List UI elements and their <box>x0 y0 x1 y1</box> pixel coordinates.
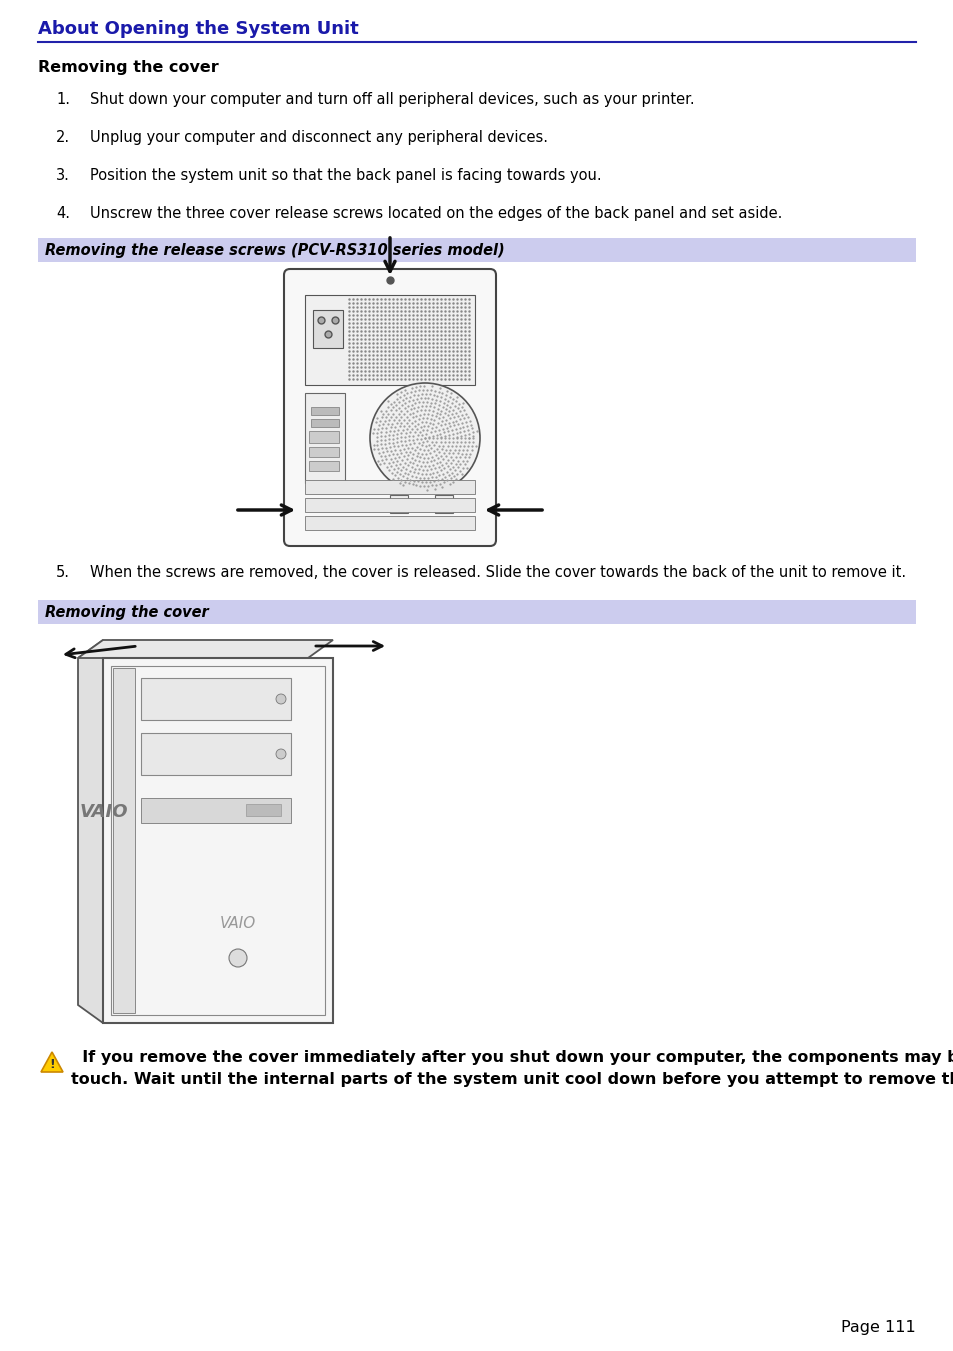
Bar <box>246 804 281 816</box>
Circle shape <box>229 948 247 967</box>
Bar <box>305 480 475 494</box>
Text: Removing the release screws (PCV-RS310 series model): Removing the release screws (PCV-RS310 s… <box>45 242 504 258</box>
Text: !: ! <box>49 1058 55 1071</box>
Bar <box>305 393 345 484</box>
Bar <box>311 419 338 427</box>
Text: If you remove the cover immediately after you shut down your computer, the compo: If you remove the cover immediately afte… <box>71 1050 953 1088</box>
Text: 5.: 5. <box>56 565 70 580</box>
Text: When the screws are removed, the cover is released. Slide the cover towards the : When the screws are removed, the cover i… <box>90 565 905 580</box>
Bar <box>141 798 291 823</box>
Text: 4.: 4. <box>56 205 70 222</box>
FancyBboxPatch shape <box>284 269 496 546</box>
Text: VAIO: VAIO <box>80 802 129 821</box>
Bar <box>141 734 291 775</box>
Text: Page 111: Page 111 <box>841 1320 915 1335</box>
Circle shape <box>370 382 479 493</box>
Circle shape <box>275 694 286 704</box>
Bar <box>311 407 338 415</box>
Bar <box>305 516 475 530</box>
Bar <box>309 461 338 471</box>
Text: 3.: 3. <box>56 168 70 182</box>
Bar <box>141 678 291 720</box>
Text: Unscrew the three cover release screws located on the edges of the back panel an: Unscrew the three cover release screws l… <box>90 205 781 222</box>
Text: Removing the cover: Removing the cover <box>45 604 209 620</box>
Bar <box>103 658 333 1023</box>
Polygon shape <box>78 640 103 1023</box>
Bar <box>309 447 338 457</box>
Bar <box>390 494 408 513</box>
Bar <box>313 309 343 349</box>
Text: Shut down your computer and turn off all peripheral devices, such as your printe: Shut down your computer and turn off all… <box>90 92 694 107</box>
Bar <box>305 295 475 385</box>
Text: 2.: 2. <box>56 130 71 145</box>
Circle shape <box>275 748 286 759</box>
Text: Removing the cover: Removing the cover <box>38 59 218 76</box>
Polygon shape <box>41 1052 63 1071</box>
Bar <box>305 499 475 512</box>
Polygon shape <box>78 640 333 658</box>
Bar <box>435 494 453 513</box>
Bar <box>112 667 135 1013</box>
Bar <box>111 666 325 1015</box>
Text: About Opening the System Unit: About Opening the System Unit <box>38 20 358 38</box>
Bar <box>38 238 915 262</box>
Bar <box>309 431 338 443</box>
Text: Unplug your computer and disconnect any peripheral devices.: Unplug your computer and disconnect any … <box>90 130 547 145</box>
Text: 1.: 1. <box>56 92 70 107</box>
Text: VAIO: VAIO <box>219 916 255 931</box>
Bar <box>38 600 915 624</box>
Text: Position the system unit so that the back panel is facing towards you.: Position the system unit so that the bac… <box>90 168 601 182</box>
